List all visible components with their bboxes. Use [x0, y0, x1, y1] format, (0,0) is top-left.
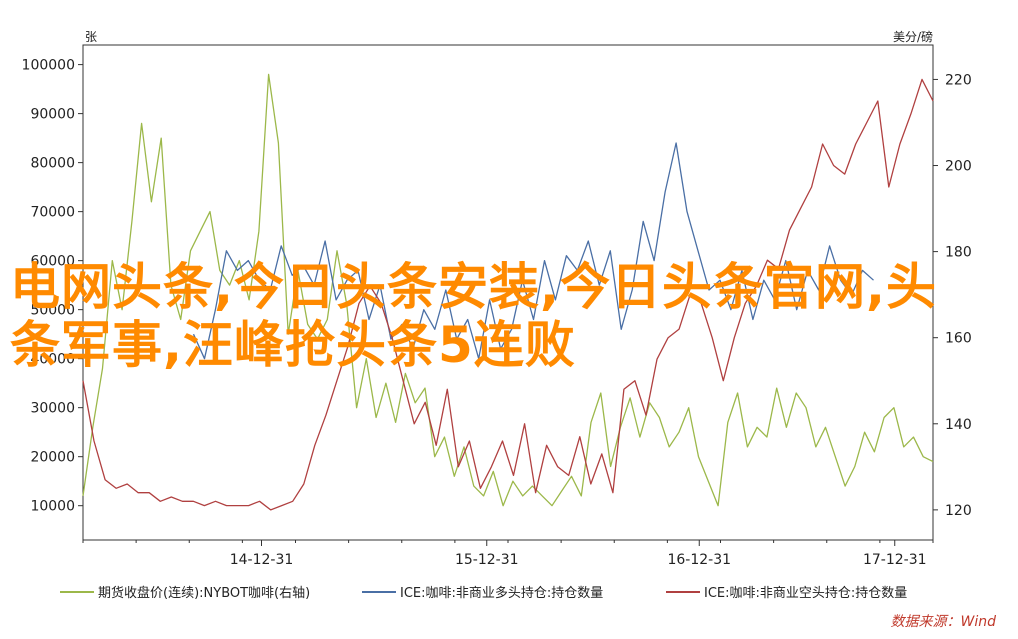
left-axis-tick-label: 40000	[30, 352, 75, 368]
left-axis-tick-label: 60000	[30, 254, 75, 270]
left-axis-tick-label: 70000	[30, 205, 75, 221]
x-axis-tick-label: 17-12-31	[863, 552, 927, 568]
legend-label-long: ICE:咖啡:非商业多头持仓:持仓数量	[400, 586, 604, 601]
right-axis-unit: 美分/磅	[893, 29, 933, 44]
right-axis-tick-label: 220	[945, 72, 972, 88]
legend-item-long: ICE:咖啡:非商业多头持仓:持仓数量	[362, 582, 603, 601]
legend-item-short: ICE:咖啡:非商业空头持仓:持仓数量	[666, 582, 907, 601]
series-line-0	[82, 73, 934, 507]
legend-label-futures: 期货收盘价(连续):NYBOT咖啡(右轴)	[98, 586, 311, 601]
left-axis-tick-label: 10000	[30, 499, 75, 515]
legend-swatch-futures	[60, 590, 94, 593]
left-axis-tick-label: 90000	[30, 107, 75, 123]
x-axis-tick-label: 14-12-31	[230, 552, 294, 568]
legend-swatch-short	[666, 590, 700, 593]
left-axis-tick-label: 20000	[30, 450, 75, 466]
left-axis-unit: 张	[85, 30, 97, 44]
left-axis-tick-label: 30000	[30, 401, 75, 417]
left-axis-tick-label: 50000	[30, 303, 75, 319]
right-axis-tick-label: 140	[945, 417, 972, 433]
left-axis-tick-label: 80000	[30, 156, 75, 172]
overlay-title: 电网头条,今日头条安装,今日头条官网,头条军事,汪峰抢头条5连败	[10, 258, 937, 374]
right-axis-tick-label: 160	[945, 331, 972, 347]
series-line-1	[192, 142, 874, 360]
right-axis-tick-label: 180	[945, 245, 972, 261]
x-axis-tick-label: 15-12-31	[455, 552, 519, 568]
x-axis-tick-label: 16-12-31	[667, 552, 731, 568]
legend-swatch-long	[362, 590, 396, 593]
legend: 期货收盘价(连续):NYBOT咖啡(右轴) ICE:咖啡:非商业多头持仓:持仓数…	[60, 582, 1010, 604]
legend-item-futures: 期货收盘价(连续):NYBOT咖啡(右轴)	[60, 582, 310, 601]
right-axis-tick-label: 120	[945, 503, 972, 519]
series-line-2	[82, 78, 934, 511]
source-note: 数据来源：Wind	[890, 614, 997, 630]
right-axis-tick-label: 200	[945, 159, 972, 175]
left-axis-tick-label: 100000	[22, 58, 75, 74]
legend-label-short: ICE:咖啡:非商业空头持仓:持仓数量	[704, 586, 908, 601]
